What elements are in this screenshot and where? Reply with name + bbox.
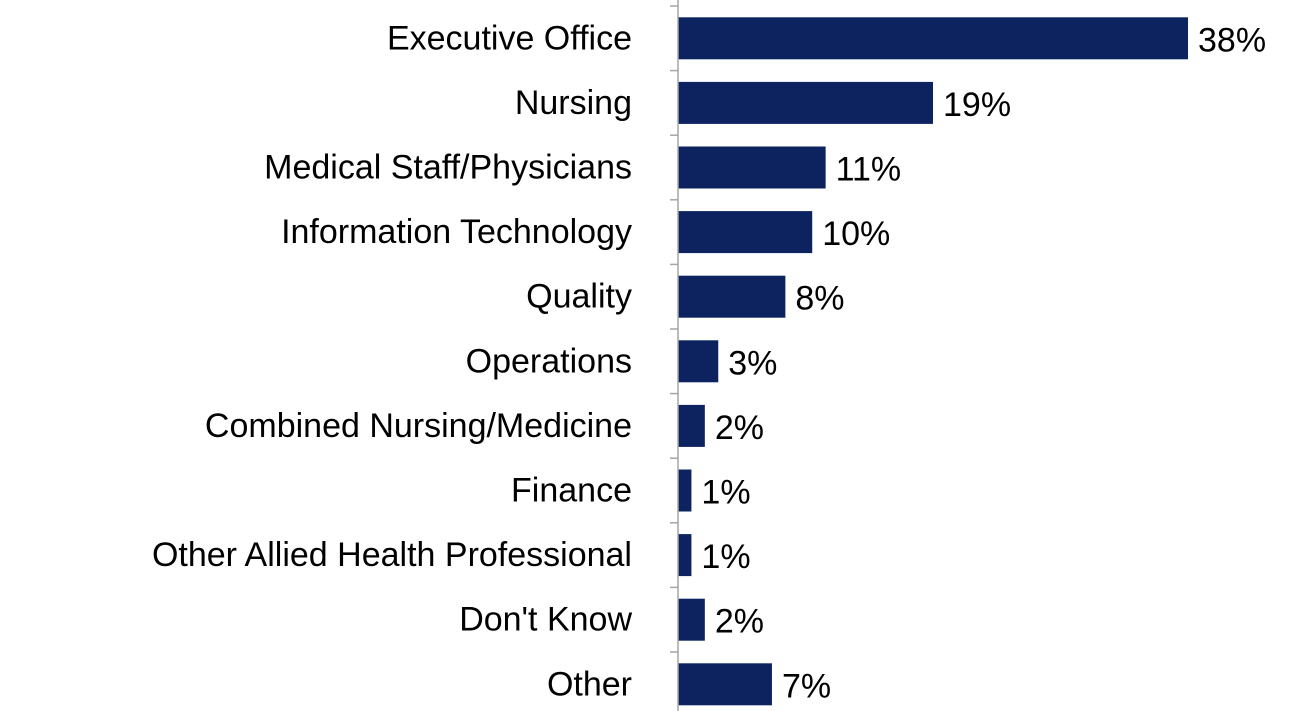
value-label: 7% (782, 667, 831, 705)
category-label: Quality (526, 278, 632, 316)
category-label: Don't Know (459, 601, 632, 639)
value-label: 2% (715, 409, 764, 447)
category-label: Medical Staff/Physicians (264, 148, 632, 186)
category-label: Other Allied Health Professional (152, 536, 632, 574)
bar (678, 81, 933, 124)
bar (678, 404, 705, 447)
bar (678, 598, 705, 641)
bar (678, 17, 1188, 60)
value-label: 38% (1198, 21, 1266, 59)
bar (678, 211, 813, 254)
bar (678, 340, 719, 383)
category-label: Nursing (515, 84, 632, 122)
category-label: Operations (466, 342, 632, 380)
value-label: 2% (715, 603, 764, 641)
bar (678, 534, 692, 577)
bar (678, 146, 826, 189)
category-label: Executive Office (387, 19, 632, 57)
value-label: 1% (701, 538, 750, 576)
category-label: Finance (511, 471, 632, 509)
category-label: Other (547, 665, 632, 703)
value-label: 10% (822, 215, 890, 253)
bar (678, 663, 772, 706)
value-label: 19% (943, 86, 1011, 124)
bar (678, 469, 692, 512)
value-label: 3% (728, 344, 777, 382)
category-label: Combined Nursing/Medicine (205, 407, 632, 445)
bar (678, 275, 786, 318)
value-label: 8% (795, 280, 844, 318)
value-label: 1% (701, 473, 750, 511)
category-label: Information Technology (281, 213, 632, 251)
value-label: 11% (836, 150, 902, 188)
